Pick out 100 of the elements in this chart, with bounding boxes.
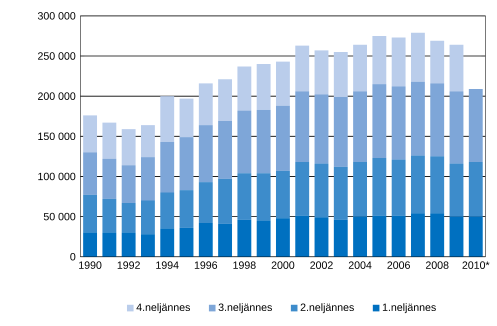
bar bbox=[180, 137, 194, 190]
bar bbox=[334, 167, 348, 220]
bar bbox=[218, 121, 232, 180]
legend-label: 4.neljännes bbox=[136, 303, 190, 314]
legend-label: 3.neljännes bbox=[218, 303, 272, 314]
x-tick-label: 2010* bbox=[462, 262, 490, 270]
bar bbox=[198, 125, 213, 182]
bar bbox=[237, 66, 252, 111]
bar bbox=[450, 45, 464, 92]
y-tick-label: 300 000 bbox=[38, 12, 76, 20]
y-tick-label: 150 000 bbox=[38, 132, 76, 140]
bar bbox=[295, 46, 310, 92]
y-tick-label: 50 000 bbox=[44, 213, 76, 221]
bar bbox=[83, 152, 98, 196]
bar bbox=[122, 232, 136, 257]
bar bbox=[102, 232, 116, 257]
y-tick-label: 250 000 bbox=[38, 52, 76, 60]
y-tick-label: 0 bbox=[70, 253, 76, 261]
bar bbox=[256, 220, 271, 257]
bar bbox=[353, 45, 368, 92]
x-tick-label: 1994 bbox=[156, 262, 179, 270]
bar bbox=[83, 116, 98, 153]
bar bbox=[256, 173, 271, 221]
bar bbox=[160, 142, 174, 193]
x-tick-label: 1996 bbox=[194, 262, 218, 270]
x-tick-label: 1998 bbox=[233, 262, 256, 270]
bar bbox=[140, 200, 155, 234]
bar bbox=[140, 157, 155, 201]
x-tick-label: 1992 bbox=[118, 262, 140, 270]
bar bbox=[334, 220, 348, 257]
bar bbox=[392, 160, 406, 216]
bar bbox=[353, 162, 368, 217]
bar bbox=[372, 216, 386, 257]
bar bbox=[430, 214, 444, 257]
bar bbox=[314, 218, 328, 257]
bar bbox=[102, 159, 116, 200]
bar bbox=[122, 165, 136, 204]
bar bbox=[334, 97, 348, 168]
bar bbox=[102, 199, 116, 233]
bar bbox=[276, 62, 290, 106]
bar bbox=[450, 164, 464, 217]
legend-label: 2.neljännes bbox=[300, 303, 354, 314]
bar bbox=[372, 158, 386, 216]
bar bbox=[392, 38, 406, 87]
bar bbox=[237, 110, 252, 174]
bar bbox=[122, 129, 136, 166]
bar bbox=[218, 80, 232, 122]
bar bbox=[295, 92, 310, 162]
bar bbox=[314, 50, 328, 95]
x-tick-label: 1990 bbox=[79, 262, 102, 270]
bar bbox=[450, 216, 464, 257]
bar bbox=[160, 192, 174, 229]
bar bbox=[218, 179, 232, 224]
bar bbox=[140, 125, 155, 158]
bar bbox=[468, 162, 483, 217]
bar bbox=[198, 182, 213, 224]
bar bbox=[450, 92, 464, 164]
bar bbox=[83, 232, 98, 257]
bar bbox=[198, 84, 213, 126]
bar bbox=[353, 216, 368, 257]
bar bbox=[140, 234, 155, 257]
bar bbox=[122, 203, 136, 233]
bar bbox=[372, 84, 386, 158]
bar bbox=[218, 224, 232, 257]
bar bbox=[392, 86, 406, 160]
x-tick-label: 2002 bbox=[310, 262, 333, 270]
bar bbox=[334, 52, 348, 98]
bar bbox=[468, 89, 483, 162]
bar bbox=[295, 216, 310, 257]
bar bbox=[314, 164, 328, 218]
bar bbox=[430, 40, 444, 84]
bar bbox=[237, 173, 252, 220]
bar bbox=[410, 214, 425, 257]
bar bbox=[468, 216, 483, 257]
x-tick-label: 2000 bbox=[272, 262, 294, 270]
x-tick-label: 2004 bbox=[348, 262, 372, 270]
bar bbox=[276, 106, 290, 172]
bar bbox=[180, 190, 194, 228]
bar bbox=[353, 92, 368, 162]
bar bbox=[276, 218, 290, 257]
bar bbox=[410, 82, 425, 156]
bar bbox=[180, 228, 194, 257]
bar bbox=[256, 110, 271, 174]
bar bbox=[160, 228, 174, 257]
bar bbox=[430, 156, 444, 214]
bar bbox=[102, 122, 116, 160]
bar bbox=[314, 94, 328, 164]
bar bbox=[430, 84, 444, 157]
x-tick-label: 2008 bbox=[426, 262, 449, 270]
bar bbox=[392, 216, 406, 257]
bar bbox=[410, 156, 425, 214]
bar bbox=[372, 36, 386, 84]
bar bbox=[160, 96, 174, 142]
bar bbox=[276, 171, 290, 218]
legend-label: 1.neljännes bbox=[382, 303, 436, 314]
bar bbox=[256, 64, 271, 110]
x-tick-label: 2006 bbox=[387, 262, 410, 270]
bar bbox=[180, 98, 194, 138]
bar bbox=[83, 195, 98, 233]
bar bbox=[410, 32, 425, 82]
